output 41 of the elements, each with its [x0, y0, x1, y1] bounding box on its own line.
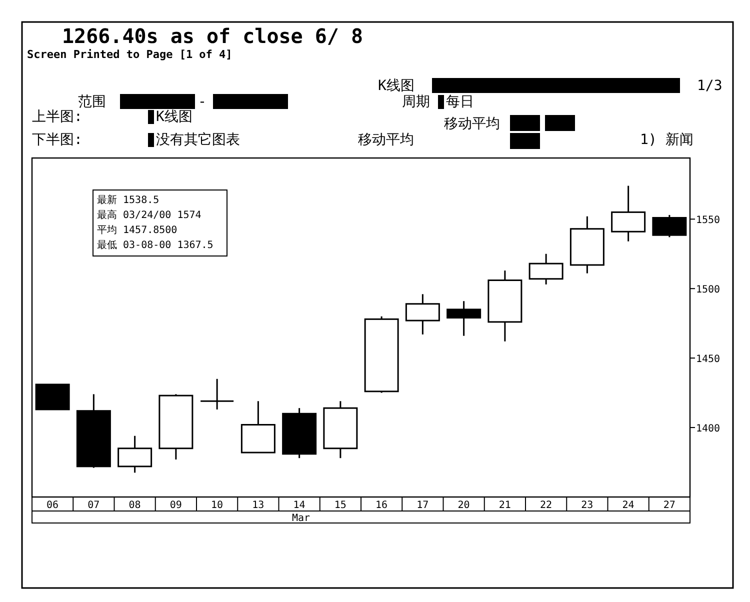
annotation: 平均 1457.8500: [97, 224, 178, 236]
x-tick-label: 08: [128, 500, 141, 511]
annotation: 最低 03-08-00 1367.5: [97, 240, 214, 251]
text: 周期: [402, 94, 430, 110]
text: K线图: [156, 109, 192, 125]
text: 下半图:: [32, 132, 82, 148]
text: 移动平均: [358, 132, 414, 148]
text: -: [198, 94, 206, 110]
text: 1) 新闻: [640, 132, 694, 148]
y-tick-label: 1550: [696, 215, 720, 226]
x-tick-label: 10: [211, 500, 224, 511]
text: 每日: [446, 94, 474, 110]
x-tick-label: 24: [622, 500, 634, 511]
x-axis-title: Mar: [292, 513, 310, 524]
text: 上半图:: [32, 109, 82, 125]
text: 没有其它图表: [156, 132, 240, 148]
text: 1/3: [697, 78, 722, 94]
x-tick-label: 21: [498, 500, 511, 511]
x-tick-label: 09: [170, 500, 182, 511]
x-tick-label: 06: [46, 500, 59, 511]
text: K线图: [378, 78, 414, 94]
x-tick-label: 23: [581, 500, 594, 511]
annotation: 最高 03/24/00 1574: [97, 209, 202, 221]
text: 移动平均: [444, 116, 500, 132]
x-tick-label: 22: [540, 500, 552, 511]
x-tick-label: 07: [88, 500, 100, 511]
text: 范围: [78, 94, 106, 110]
annotation: 最新 1538.5: [97, 194, 160, 206]
x-tick-label: 15: [334, 500, 346, 511]
x-tick-label: 17: [416, 500, 429, 511]
chart-subtitle: Screen Printed to Page [1 of 4]: [27, 48, 232, 61]
x-tick-label: 27: [663, 500, 676, 511]
y-tick-label: 1500: [696, 284, 720, 296]
y-tick-label: 1450: [696, 354, 720, 366]
candlestick: [200, 378, 234, 410]
x-tick-label: 13: [252, 500, 264, 511]
x-tick-label: 14: [293, 500, 306, 511]
x-tick-label: 16: [376, 500, 388, 511]
x-tick-label: 20: [458, 500, 470, 511]
y-tick-label: 1400: [696, 424, 720, 435]
chart-title: 1266.40s as of close 6/ 8: [62, 24, 364, 48]
